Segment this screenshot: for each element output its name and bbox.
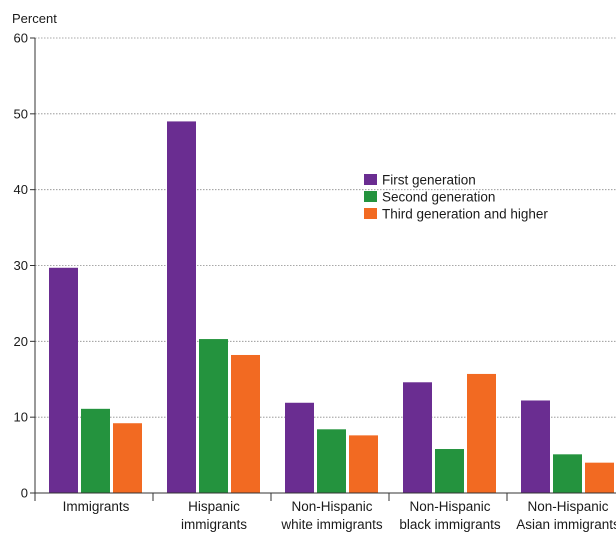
- y-tick-label: 0: [21, 486, 28, 501]
- x-category-label: white immigrants: [280, 517, 383, 532]
- bar-third-generation-and-higher: [467, 373, 496, 493]
- x-category-label: Immigrants: [63, 499, 130, 514]
- x-category-label: immigrants: [181, 517, 247, 532]
- legend-label: Third generation and higher: [382, 207, 548, 222]
- bar-first-generation: [49, 267, 78, 493]
- legend-label: Second generation: [382, 190, 495, 205]
- bar-second-generation: [199, 339, 228, 493]
- bar-second-generation: [317, 429, 346, 493]
- legend: First generation Second generation Third g…: [364, 173, 548, 222]
- y-tick-label: 50: [14, 106, 28, 121]
- x-category-label: black immigrants: [399, 517, 501, 532]
- bar-third-generation-and-higher: [585, 462, 614, 493]
- y-tick-label: 20: [14, 334, 28, 349]
- bar-first-generation: [403, 382, 432, 493]
- bar-second-generation: [435, 449, 464, 493]
- y-tick-label: 60: [14, 31, 28, 46]
- y-tick-label: 10: [14, 410, 28, 425]
- legend-swatch: [364, 208, 377, 219]
- y-axis-title: Percent: [12, 11, 57, 26]
- x-category-label: Non-Hispanic: [409, 499, 490, 514]
- bar-third-generation-and-higher: [113, 423, 142, 493]
- axes: 0 10 20 30 40 50 60 Immigrants Hispanic immigrant…: [14, 31, 616, 532]
- bar-first-generation: [167, 121, 196, 494]
- bar-third-generation-and-higher: [231, 354, 260, 493]
- bars: [49, 121, 614, 494]
- x-category-label: Non-Hispanic: [291, 499, 372, 514]
- gridlines: [35, 37, 616, 418]
- legend-swatch: [364, 174, 377, 185]
- bar-second-generation: [81, 408, 110, 493]
- x-category-label: Asian immigrants: [516, 517, 616, 532]
- legend-swatch: [364, 191, 377, 202]
- bar-first-generation: [521, 400, 550, 493]
- bar-third-generation-and-higher: [349, 435, 378, 493]
- x-category-label: Non-Hispanic: [527, 499, 608, 514]
- y-tick-label: 40: [14, 182, 28, 197]
- legend-label: First generation: [382, 173, 476, 188]
- bar-first-generation: [285, 402, 314, 493]
- x-category-label: Hispanic: [188, 499, 240, 514]
- bar-second-generation: [553, 454, 582, 493]
- y-tick-label: 30: [14, 258, 28, 273]
